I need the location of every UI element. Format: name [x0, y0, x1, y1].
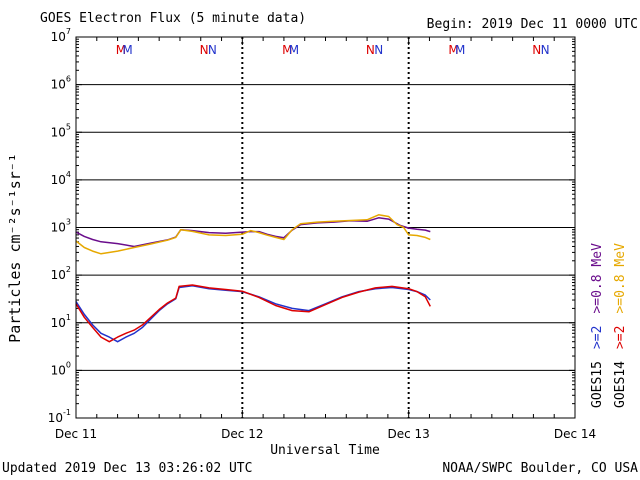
x-tick-label: Dec 11	[55, 427, 97, 441]
x-tick-label: Dec 12	[221, 427, 263, 441]
legend-08mev: >=0.8 MeV	[613, 243, 628, 314]
legend-satellite: GOES14	[613, 361, 628, 408]
satellite-marker: N	[200, 43, 209, 57]
x-axis-label: Universal Time	[270, 443, 380, 458]
x-tick-labels: Dec 11 Dec 12 Dec 13 Dec 14	[55, 427, 596, 441]
y-tick-label: 105	[51, 122, 71, 139]
y-tick-label: 101	[51, 313, 71, 330]
legend: GOES15 >=2 >=0.8 MeV GOES14 >=2 >=0.8 MeV	[590, 243, 628, 408]
credit-label: NOAA/SWPC Boulder, CO USA	[442, 461, 638, 476]
y-tick-label: 10-1	[48, 408, 71, 425]
y-tick-label: 104	[51, 170, 71, 187]
y-tick-label: 107	[51, 27, 71, 44]
series-layer	[75, 214, 431, 343]
series-line	[75, 284, 431, 343]
x-tick-label: Dec 13	[388, 427, 430, 441]
legend-2mev: >=2	[613, 326, 628, 349]
satellite-marker: N	[541, 43, 550, 57]
y-tick-label: 106	[51, 75, 71, 92]
gridlines	[75, 36, 576, 419]
legend-entry: GOES14 >=2 >=0.8 MeV	[613, 243, 628, 408]
x-tick-label: Dec 14	[554, 427, 596, 441]
satellite-marker: N	[366, 43, 375, 57]
y-tick-label: 100	[51, 360, 71, 377]
series-line	[75, 284, 431, 343]
satellite-marker: M	[455, 43, 465, 57]
begin-label: Begin: 2019 Dec 11 0000 UTC	[427, 17, 638, 32]
satellite-marker: M	[289, 43, 299, 57]
updated-label: Updated 2019 Dec 13 03:26:02 UTC	[2, 461, 252, 476]
satellite-marker: M	[448, 43, 458, 57]
chart-title: GOES Electron Flux (5 minute data)	[40, 11, 306, 26]
legend-2mev: >=2	[590, 326, 605, 349]
y-tick-label: 102	[51, 265, 71, 282]
legend-entry: GOES15 >=2 >=0.8 MeV	[590, 243, 605, 408]
satellite-markers: MM N N MM N N MM N N	[116, 43, 550, 57]
plot-frame	[75, 36, 576, 419]
series-line	[75, 214, 431, 255]
y-tick-labels: 10-1 100 101 102 103 104 105 106 107	[48, 27, 71, 425]
satellite-marker: N	[532, 43, 541, 57]
y-axis-label: Particles cm⁻²s⁻¹sr⁻¹	[6, 153, 24, 343]
y-tick-label: 103	[51, 218, 71, 235]
legend-satellite: GOES15	[590, 361, 605, 408]
satellite-marker: M	[122, 43, 132, 57]
legend-08mev: >=0.8 MeV	[590, 243, 605, 314]
satellite-marker: N	[208, 43, 217, 57]
satellite-marker: M	[116, 43, 126, 57]
series-line	[75, 217, 431, 248]
satellite-marker: N	[374, 43, 383, 57]
satellite-marker: M	[282, 43, 292, 57]
